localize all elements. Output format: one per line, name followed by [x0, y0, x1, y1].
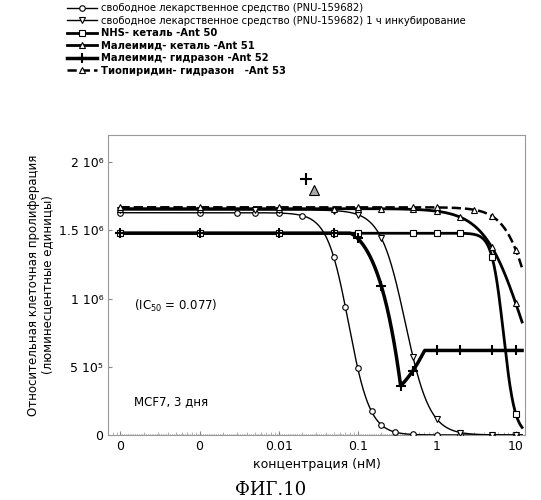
X-axis label: концентрация (нМ): концентрация (нМ) [253, 458, 380, 471]
Legend: свободное лекарственное средство (PNU-159682), свободное лекарственное средство : свободное лекарственное средство (PNU-15… [63, 0, 470, 80]
Y-axis label: Относительная клеточная пролиферация
(люминесцентные единицы): Относительная клеточная пролиферация (лю… [27, 154, 55, 416]
Text: (IC$_{50}$ = 0.077): (IC$_{50}$ = 0.077) [134, 298, 218, 314]
Text: MCF7, 3 дня: MCF7, 3 дня [134, 395, 208, 408]
Text: ФИГ.10: ФИГ.10 [235, 481, 306, 499]
